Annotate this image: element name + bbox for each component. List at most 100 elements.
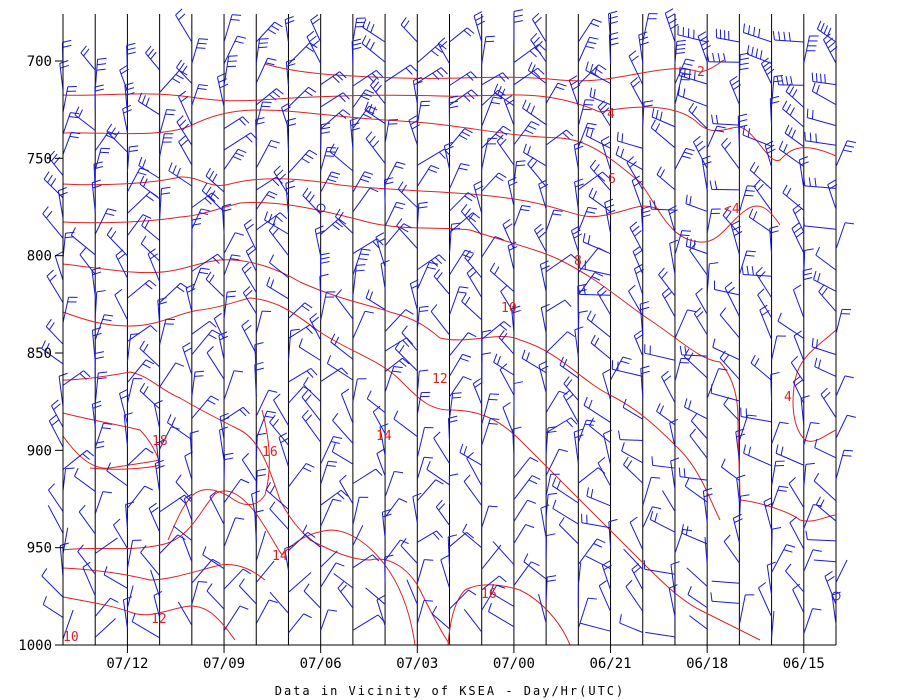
x-axis-caption: Data in Vicinity of KSEA - Day/Hr(UTC) — [275, 684, 626, 698]
wind-barb — [137, 92, 160, 116]
wind-barb — [182, 342, 193, 375]
wind-barb — [771, 610, 775, 638]
wind-barb — [127, 214, 152, 236]
wind-barb — [732, 513, 743, 543]
wind-barb — [320, 562, 345, 588]
wind-barb — [223, 14, 242, 43]
wind-barb — [191, 558, 221, 584]
wind-barb — [409, 279, 420, 311]
wind-barb — [384, 201, 406, 227]
wind-barb — [629, 221, 644, 252]
wind-barb — [255, 88, 284, 106]
wind-barb — [380, 259, 390, 289]
wind-barb — [493, 83, 515, 107]
wind-barb — [586, 310, 611, 338]
wind-barb — [583, 396, 611, 423]
x-tick-label: 07/09 — [203, 656, 245, 672]
wind-barb — [384, 498, 408, 518]
wind-barb — [298, 338, 321, 361]
wind-barb — [513, 9, 523, 43]
wind-barb — [255, 389, 278, 417]
wind-barb — [269, 254, 289, 279]
wind-barb — [205, 167, 225, 193]
wind-barb — [803, 504, 823, 529]
wind-barb — [417, 530, 443, 543]
wind-barb — [585, 61, 611, 84]
wind-barb — [339, 474, 354, 505]
wind-barb — [823, 33, 838, 64]
wind-barb — [78, 504, 96, 535]
wind-barb — [466, 451, 483, 487]
wind-barb — [223, 35, 247, 65]
wind-barb — [301, 409, 322, 443]
wind-barb — [559, 356, 579, 379]
contour-label-18: 18 — [152, 434, 168, 449]
wind-barb — [513, 121, 540, 146]
wind-barb — [416, 261, 439, 290]
wind-barb — [255, 410, 276, 439]
wind-barb — [127, 325, 158, 342]
wind-barb — [802, 268, 813, 296]
wind-barb — [610, 356, 632, 381]
wind-barb — [255, 101, 272, 126]
wind-barb — [489, 262, 515, 293]
wind-barb — [94, 290, 106, 319]
wind-barb — [372, 405, 386, 434]
wind-barb — [288, 324, 317, 339]
contour-labels: 2 4 6 <4 8 10 12 4 14 18 16 14 16 12 10 — [63, 65, 792, 645]
wind-barb — [481, 125, 512, 149]
wind-barb — [545, 426, 557, 454]
wind-barb — [127, 447, 154, 467]
wind-barb — [668, 584, 678, 617]
wind-barb — [191, 395, 220, 419]
wind-barb — [611, 360, 643, 377]
wind-barb — [545, 417, 578, 434]
wind-barb — [91, 327, 102, 362]
wind-barb — [106, 227, 128, 257]
wind-barb — [435, 499, 450, 526]
wind-barb — [127, 279, 157, 299]
wind-barb — [523, 553, 547, 580]
wind-barb — [400, 17, 418, 43]
wind-barb — [202, 546, 225, 570]
y-tick-label: 850 — [27, 346, 52, 362]
wind-barb — [798, 156, 809, 189]
wind-barb — [512, 426, 522, 457]
wind-barb — [352, 524, 364, 546]
wind-barb — [412, 76, 423, 104]
wind-barb — [460, 204, 483, 236]
temperature-contour — [62, 259, 721, 521]
wind-barb — [589, 87, 611, 106]
contour-label-14b: 14 — [272, 549, 288, 564]
wind-barb — [159, 133, 174, 157]
wind-barb — [255, 531, 267, 562]
wind-barb — [481, 575, 507, 591]
wind-barb — [62, 609, 74, 640]
wind-barb — [127, 191, 158, 214]
wind-barb — [706, 208, 721, 234]
wind-barb — [223, 116, 250, 130]
wind-barb — [255, 432, 267, 460]
wind-barb — [159, 186, 171, 220]
wind-barb — [43, 171, 64, 199]
wind-barb — [370, 78, 386, 105]
wind-barb — [191, 217, 202, 250]
wind-barb — [269, 591, 289, 614]
wind-barb — [59, 60, 70, 91]
wind-barb — [145, 45, 161, 71]
wind-barb — [148, 502, 161, 533]
wind-barb — [597, 456, 611, 487]
wind-barb — [255, 38, 269, 63]
wind-barb — [449, 222, 461, 254]
wind-barb — [582, 232, 611, 255]
station-markers — [316, 203, 841, 601]
wind-barb — [223, 232, 244, 254]
wind-barb — [449, 376, 472, 398]
wind-barb — [577, 64, 607, 86]
wind-barb — [384, 357, 410, 373]
wind-barb — [416, 369, 429, 394]
wind-barb — [319, 273, 329, 299]
wind-barb — [656, 402, 676, 426]
wind-barb — [664, 8, 679, 43]
wind-barb — [651, 108, 676, 128]
